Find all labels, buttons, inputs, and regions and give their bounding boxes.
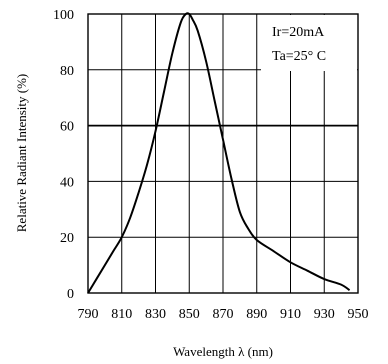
x-tick-label: 950 [348,307,369,322]
x-tick-label: 810 [111,307,132,322]
plot-frame [87,13,359,294]
x-tick-label: 870 [213,307,234,322]
x-tick-label: 910 [280,307,301,322]
annotation-temperature: Ta=25° C [272,49,326,64]
annotation-box [261,15,357,71]
x-tick-label: 850 [179,307,200,322]
y-tick-label: 20 [60,231,74,246]
x-axis-title: Wavelength λ (nm) [173,344,273,359]
x-tick-label: 790 [78,307,99,322]
y-tick-label: 100 [53,8,74,23]
y-tick-label: 60 [60,120,74,135]
y-tick-label: 80 [60,64,74,79]
series-line [87,12,351,294]
x-tick-label: 830 [145,307,166,322]
y-axis-ticks: 0 20 40 60 80 100 [53,8,74,302]
x-axis-ticks: 790 810 830 850 870 890 910 930 950 [78,307,369,322]
y-tick-label: 0 [67,287,74,302]
y-tick-label: 40 [60,175,74,190]
x-tick-label: 890 [246,307,267,322]
x-tick-label: 930 [314,307,335,322]
y-axis-title: Relative Radiant Intensity (%) [14,74,29,232]
annotation-current: Ir=20mA [272,25,325,40]
